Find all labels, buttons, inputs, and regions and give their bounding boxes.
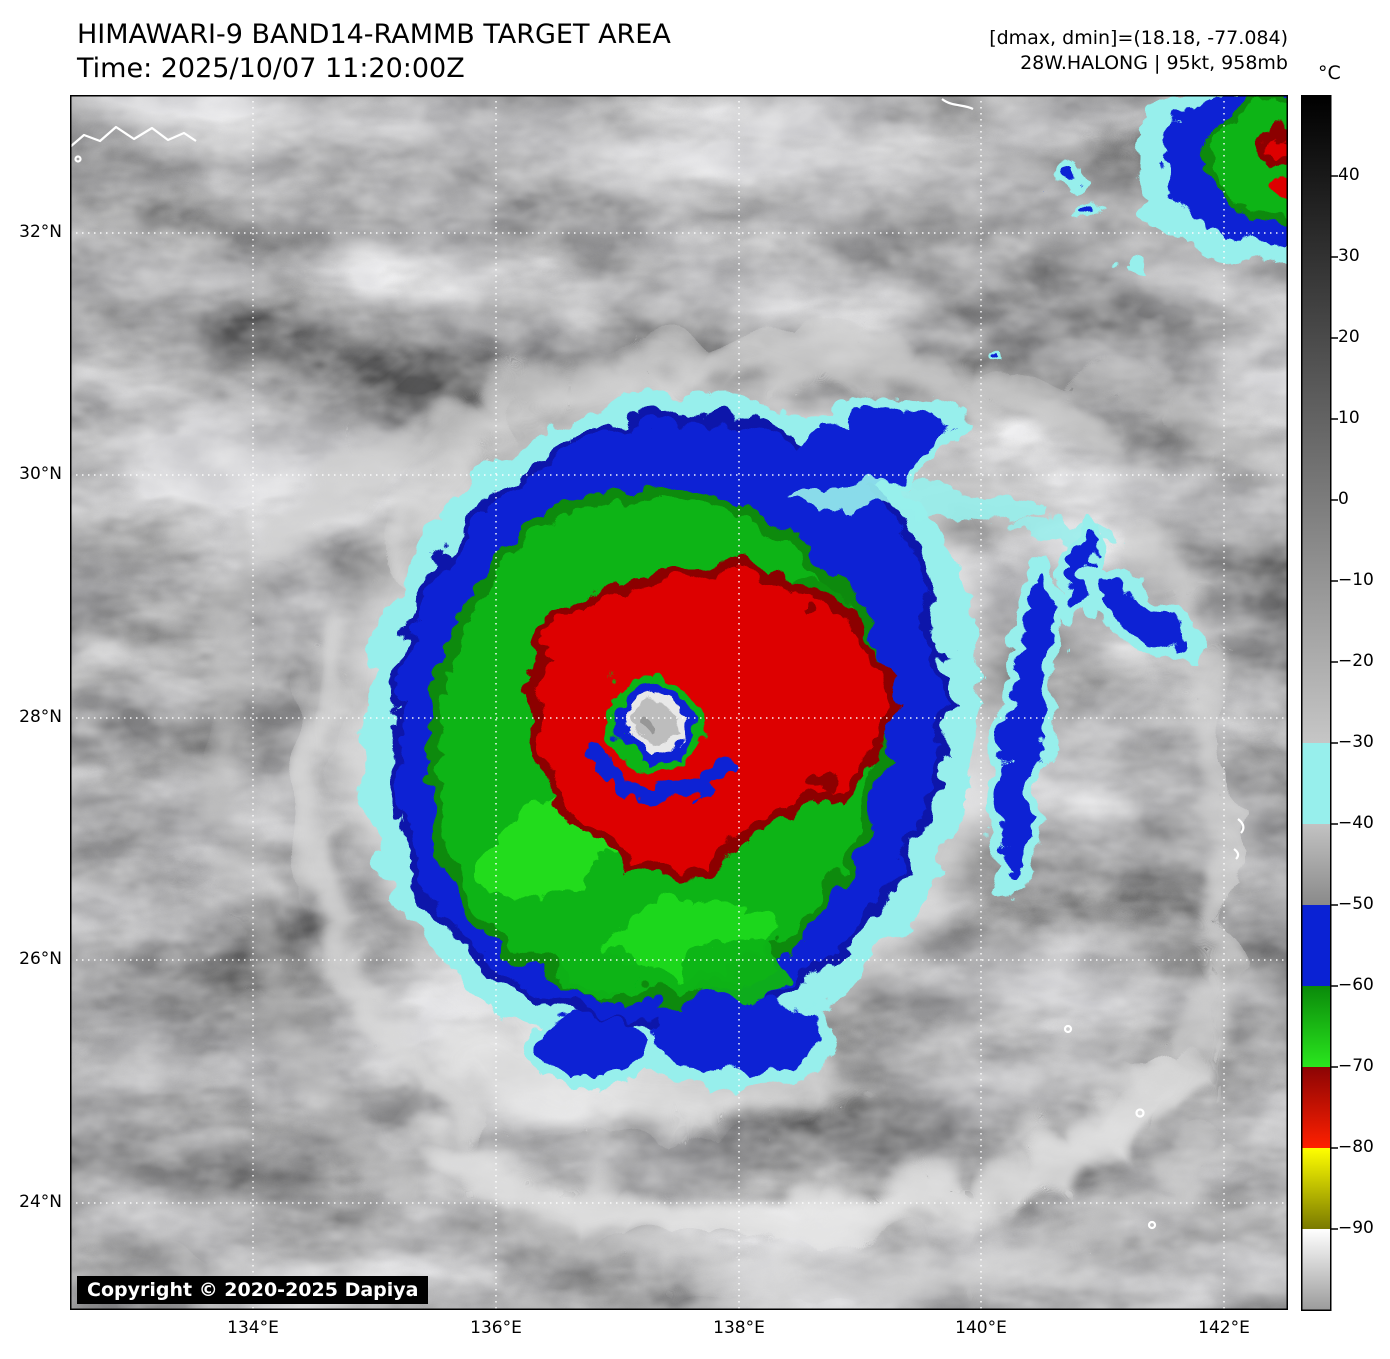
lat-tick-24n: 24°N [19, 1192, 62, 1212]
colorbar-segment-warm [1301, 95, 1331, 743]
green-patch-south [670, 935, 780, 991]
lon-tick-140e: 140°E [955, 1318, 1007, 1338]
copyright-badge: Copyright © 2020-2025 Dapiya [77, 1276, 429, 1304]
feeder-blue [1086, 573, 1178, 641]
cloud-band [407, 1032, 1183, 1236]
colorbar-segment-yellow [1301, 1148, 1331, 1229]
header-right: [dmax, dmin]=(18.18, -77.084) 28W.HALONG… [989, 26, 1288, 75]
cb-tick-neg30: −30 [1338, 732, 1374, 752]
island-mark [1233, 848, 1240, 860]
cdo-blue-arm [645, 985, 815, 1065]
dark-red-speck [794, 591, 806, 603]
cb-tick-neg60: −60 [1338, 975, 1374, 995]
cold-speck [986, 344, 994, 352]
cb-tick-neg90: −90 [1338, 1218, 1374, 1238]
island-mark [1237, 818, 1245, 834]
colorbar-segment-cyan [1301, 743, 1331, 824]
lon-tick-142e: 142°E [1198, 1318, 1250, 1338]
cloud-band [486, 1121, 1224, 1279]
cloud-band [1123, 508, 1231, 1122]
colorbar-segment-green [1301, 986, 1331, 1067]
colorbar-segment-gray [1301, 824, 1331, 905]
island-mark [1147, 1220, 1157, 1230]
island-mark [74, 155, 82, 163]
lat-tick-28n: 28°N [19, 707, 62, 727]
eye-center-speck [633, 704, 647, 718]
colorbar [1301, 95, 1339, 1315]
cb-tick-neg80: −80 [1338, 1137, 1374, 1157]
cloud-band [195, 500, 415, 1190]
cdo-blue-arm [774, 398, 942, 492]
island-mark [1063, 1024, 1073, 1034]
cloud-band [890, 358, 1265, 455]
satellite-map [0, 59, 1390, 1359]
lon-tick-134e: 134°E [227, 1318, 279, 1338]
cold-speck [1054, 159, 1070, 175]
feeder-blue [994, 565, 1042, 869]
dark-red-speck [807, 770, 825, 788]
colorbar-tick-marks [1331, 175, 1338, 1230]
green-patch-south [551, 945, 635, 989]
dmax-dmin-readout: [dmax, dmin]=(18.18, -77.084) [989, 27, 1288, 49]
cold-speck [1113, 249, 1139, 265]
lon-tick-136e: 136°E [470, 1318, 522, 1338]
cdo-blue-arm [530, 1007, 640, 1063]
coastline [69, 98, 1245, 1230]
cb-tick-40: 40 [1338, 165, 1360, 185]
cb-tick-30: 30 [1338, 246, 1360, 266]
corner-dark-red [1270, 117, 1286, 133]
cb-tick-neg50: −50 [1338, 894, 1374, 914]
typhoon-eye [580, 665, 726, 794]
cyan-streak [785, 475, 1035, 511]
cb-tick-neg20: −20 [1338, 651, 1374, 671]
cdo-red-region [519, 556, 887, 871]
eye-blue-crescent [580, 735, 726, 794]
cb-tick-0: 0 [1338, 489, 1349, 509]
lat-tick-32n: 32°N [19, 222, 62, 242]
colorbar-segment-red [1301, 1067, 1331, 1148]
cb-tick-10: 10 [1338, 408, 1360, 428]
colorbar-segment-white [1301, 1229, 1331, 1311]
colorbar-svg [1301, 95, 1338, 1311]
storm-core [357, 341, 1193, 1080]
colorbar-segment-blue [1301, 905, 1331, 986]
coastline-path [69, 125, 197, 148]
cb-tick-neg40: −40 [1338, 813, 1374, 833]
island-mark [1135, 1108, 1145, 1118]
map-frame [70, 95, 1288, 1310]
gridlines [70, 95, 1288, 1310]
cloud-band [278, 597, 478, 1128]
island-mark [941, 98, 974, 110]
satellite-image-svg [0, 59, 1390, 1359]
colorbar-frame [1301, 95, 1332, 1311]
lat-tick-26n: 26°N [19, 949, 62, 969]
cb-tick-neg10: −10 [1338, 570, 1374, 590]
storm-info: 28W.HALONG | 95kt, 958mb [1020, 51, 1288, 74]
lat-tick-30n: 30°N [19, 464, 62, 484]
page-title: HIMAWARI-9 BAND14-RAMMB TARGET AREA [77, 19, 671, 50]
timestamp: Time: 2025/10/07 11:20:00Z [77, 52, 465, 84]
header-left: HIMAWARI-9 BAND14-RAMMB TARGET AREA Time… [77, 18, 671, 86]
feeder-blue [1058, 526, 1086, 604]
lon-tick-138e: 138°E [713, 1318, 765, 1338]
east-feeder-bands [785, 341, 1193, 890]
colorbar-unit-label: °C [1318, 62, 1341, 84]
cb-tick-neg70: −70 [1338, 1056, 1374, 1076]
cold-speck [1070, 202, 1094, 212]
cb-tick-20: 20 [1338, 327, 1360, 347]
